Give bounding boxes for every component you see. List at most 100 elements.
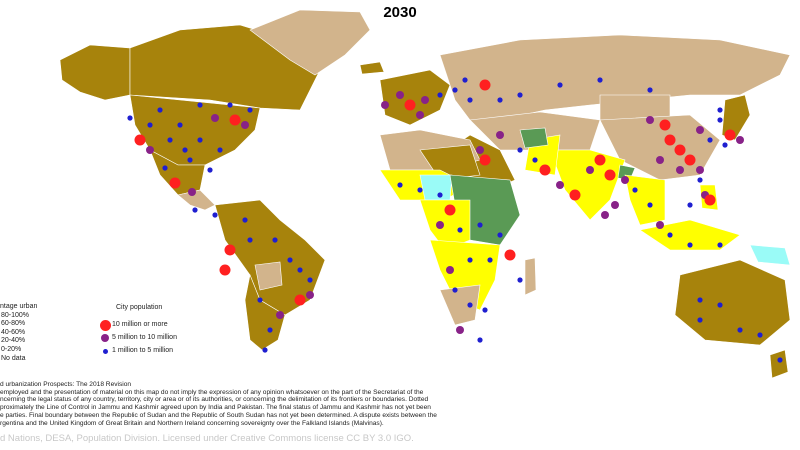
legend-item-60-80: 60-80%	[1, 320, 26, 328]
city-10m-marker	[504, 249, 516, 261]
city-1m-marker	[482, 307, 488, 313]
city-1m-marker	[717, 107, 723, 113]
city-10m-marker	[604, 169, 616, 181]
city-1m-marker	[187, 157, 193, 163]
city-10m-marker	[479, 79, 491, 91]
land-regions	[59, 9, 791, 379]
city-1m-marker	[722, 142, 728, 148]
region-mongolia	[599, 94, 671, 121]
city-10m-marker	[134, 134, 146, 146]
region-south-africa	[439, 284, 481, 326]
city-5m-marker	[621, 176, 629, 184]
city-10m-marker	[294, 294, 306, 306]
city-1m-marker	[247, 237, 253, 243]
region-central-america	[177, 189, 216, 211]
region-japan	[721, 94, 751, 141]
city-1m-marker	[487, 257, 493, 263]
legend-item-0-20: 0-20%	[1, 345, 22, 353]
city-1m-marker	[207, 167, 213, 173]
region-southern-africa	[429, 239, 501, 311]
city-10m-marker	[224, 244, 236, 256]
city-1m-marker	[467, 302, 473, 308]
region-usa	[129, 94, 261, 166]
note-line: employed and the presentation of materia…	[0, 388, 424, 396]
region-india	[549, 149, 626, 221]
city-markers	[127, 77, 783, 363]
city-10m-marker	[539, 164, 551, 176]
city-1m-marker	[247, 107, 253, 113]
city-1m-marker	[217, 147, 223, 153]
region-iceland	[359, 61, 385, 75]
city-1m-marker	[497, 232, 503, 238]
city-5m-marker	[676, 166, 684, 174]
city-5m-marker	[601, 211, 609, 219]
city-1m-marker	[197, 137, 203, 143]
city-1m-marker	[697, 317, 703, 323]
credit-line: d Nations, DESA, Population Division. Li…	[0, 433, 414, 444]
city-1m-marker	[147, 122, 153, 128]
legend-item-10-million: 10 million or more	[98, 319, 177, 332]
city-10m-marker	[664, 134, 676, 146]
note-line: ncerning the legal status of any country…	[0, 396, 429, 404]
region-niger	[419, 174, 453, 201]
city-5m-marker	[456, 326, 464, 334]
city-5m-marker	[446, 266, 454, 274]
city-1m-marker	[262, 347, 268, 353]
region-australia	[674, 259, 791, 346]
city-5m-marker	[381, 101, 389, 109]
region-indonesia	[639, 219, 741, 251]
city-1m-marker	[307, 277, 313, 283]
legend-item-80-100: 80-100%	[1, 311, 30, 319]
city-1m-marker	[697, 177, 703, 183]
blue-dot-icon	[102, 348, 108, 354]
city-1m-marker	[182, 147, 188, 153]
city-10m-marker	[229, 114, 241, 126]
city-1m-marker	[687, 242, 693, 248]
city-1m-marker	[167, 137, 173, 143]
percentage-urban-legend: ntage urban 80-100% 60-80% 40-60% 20-40%…	[0, 303, 37, 363]
city-1m-marker	[287, 257, 293, 263]
city-5m-marker	[586, 166, 594, 174]
note-line: proximately the Line of Control in Jammu…	[0, 404, 431, 412]
region-bolivia	[254, 261, 283, 291]
city-10m-marker	[404, 99, 416, 111]
city-1m-marker	[272, 237, 278, 243]
legend-item-40-60: 40-60%	[1, 328, 26, 336]
city-1m-marker	[227, 102, 233, 108]
city-1m-marker	[437, 192, 443, 198]
city-5m-marker	[656, 221, 664, 229]
city-10m-marker	[659, 119, 671, 131]
region-new-zealand	[769, 349, 789, 379]
city-1m-marker	[437, 92, 443, 98]
city-5m-marker	[188, 188, 196, 196]
region-afghanistan	[519, 127, 549, 149]
city-1m-marker	[267, 327, 273, 333]
city-1m-marker	[462, 77, 468, 83]
city-1m-marker	[647, 202, 653, 208]
region-madagascar	[524, 257, 537, 296]
city-1m-marker	[632, 187, 638, 193]
city-5m-marker	[146, 146, 154, 154]
city-5m-marker	[646, 116, 654, 124]
city-1m-marker	[197, 102, 203, 108]
city-1m-marker	[257, 297, 263, 303]
city-10m-marker	[479, 154, 491, 166]
city-1m-marker	[162, 165, 168, 171]
city-10m-marker	[704, 194, 716, 206]
note-line: rgentina and the United Kingdom of Great…	[0, 419, 384, 427]
city-5m-marker	[696, 166, 704, 174]
city-1m-marker	[242, 217, 248, 223]
city-1m-marker	[127, 115, 133, 121]
region-south-america-south	[244, 273, 286, 351]
city-1m-marker	[457, 227, 463, 233]
city-1m-marker	[417, 187, 423, 193]
region-greenland	[249, 9, 371, 76]
city-population-legend: City population 10 million or more 5 mil…	[98, 304, 177, 358]
city-5m-marker	[211, 114, 219, 122]
city-1m-marker	[757, 332, 763, 338]
region-south-america-north	[214, 199, 326, 316]
city-1m-marker	[697, 297, 703, 303]
note-line: d urbanization Prospects: The 2018 Revis…	[0, 381, 132, 388]
city-1m-marker	[297, 267, 303, 273]
city-1m-marker	[687, 202, 693, 208]
